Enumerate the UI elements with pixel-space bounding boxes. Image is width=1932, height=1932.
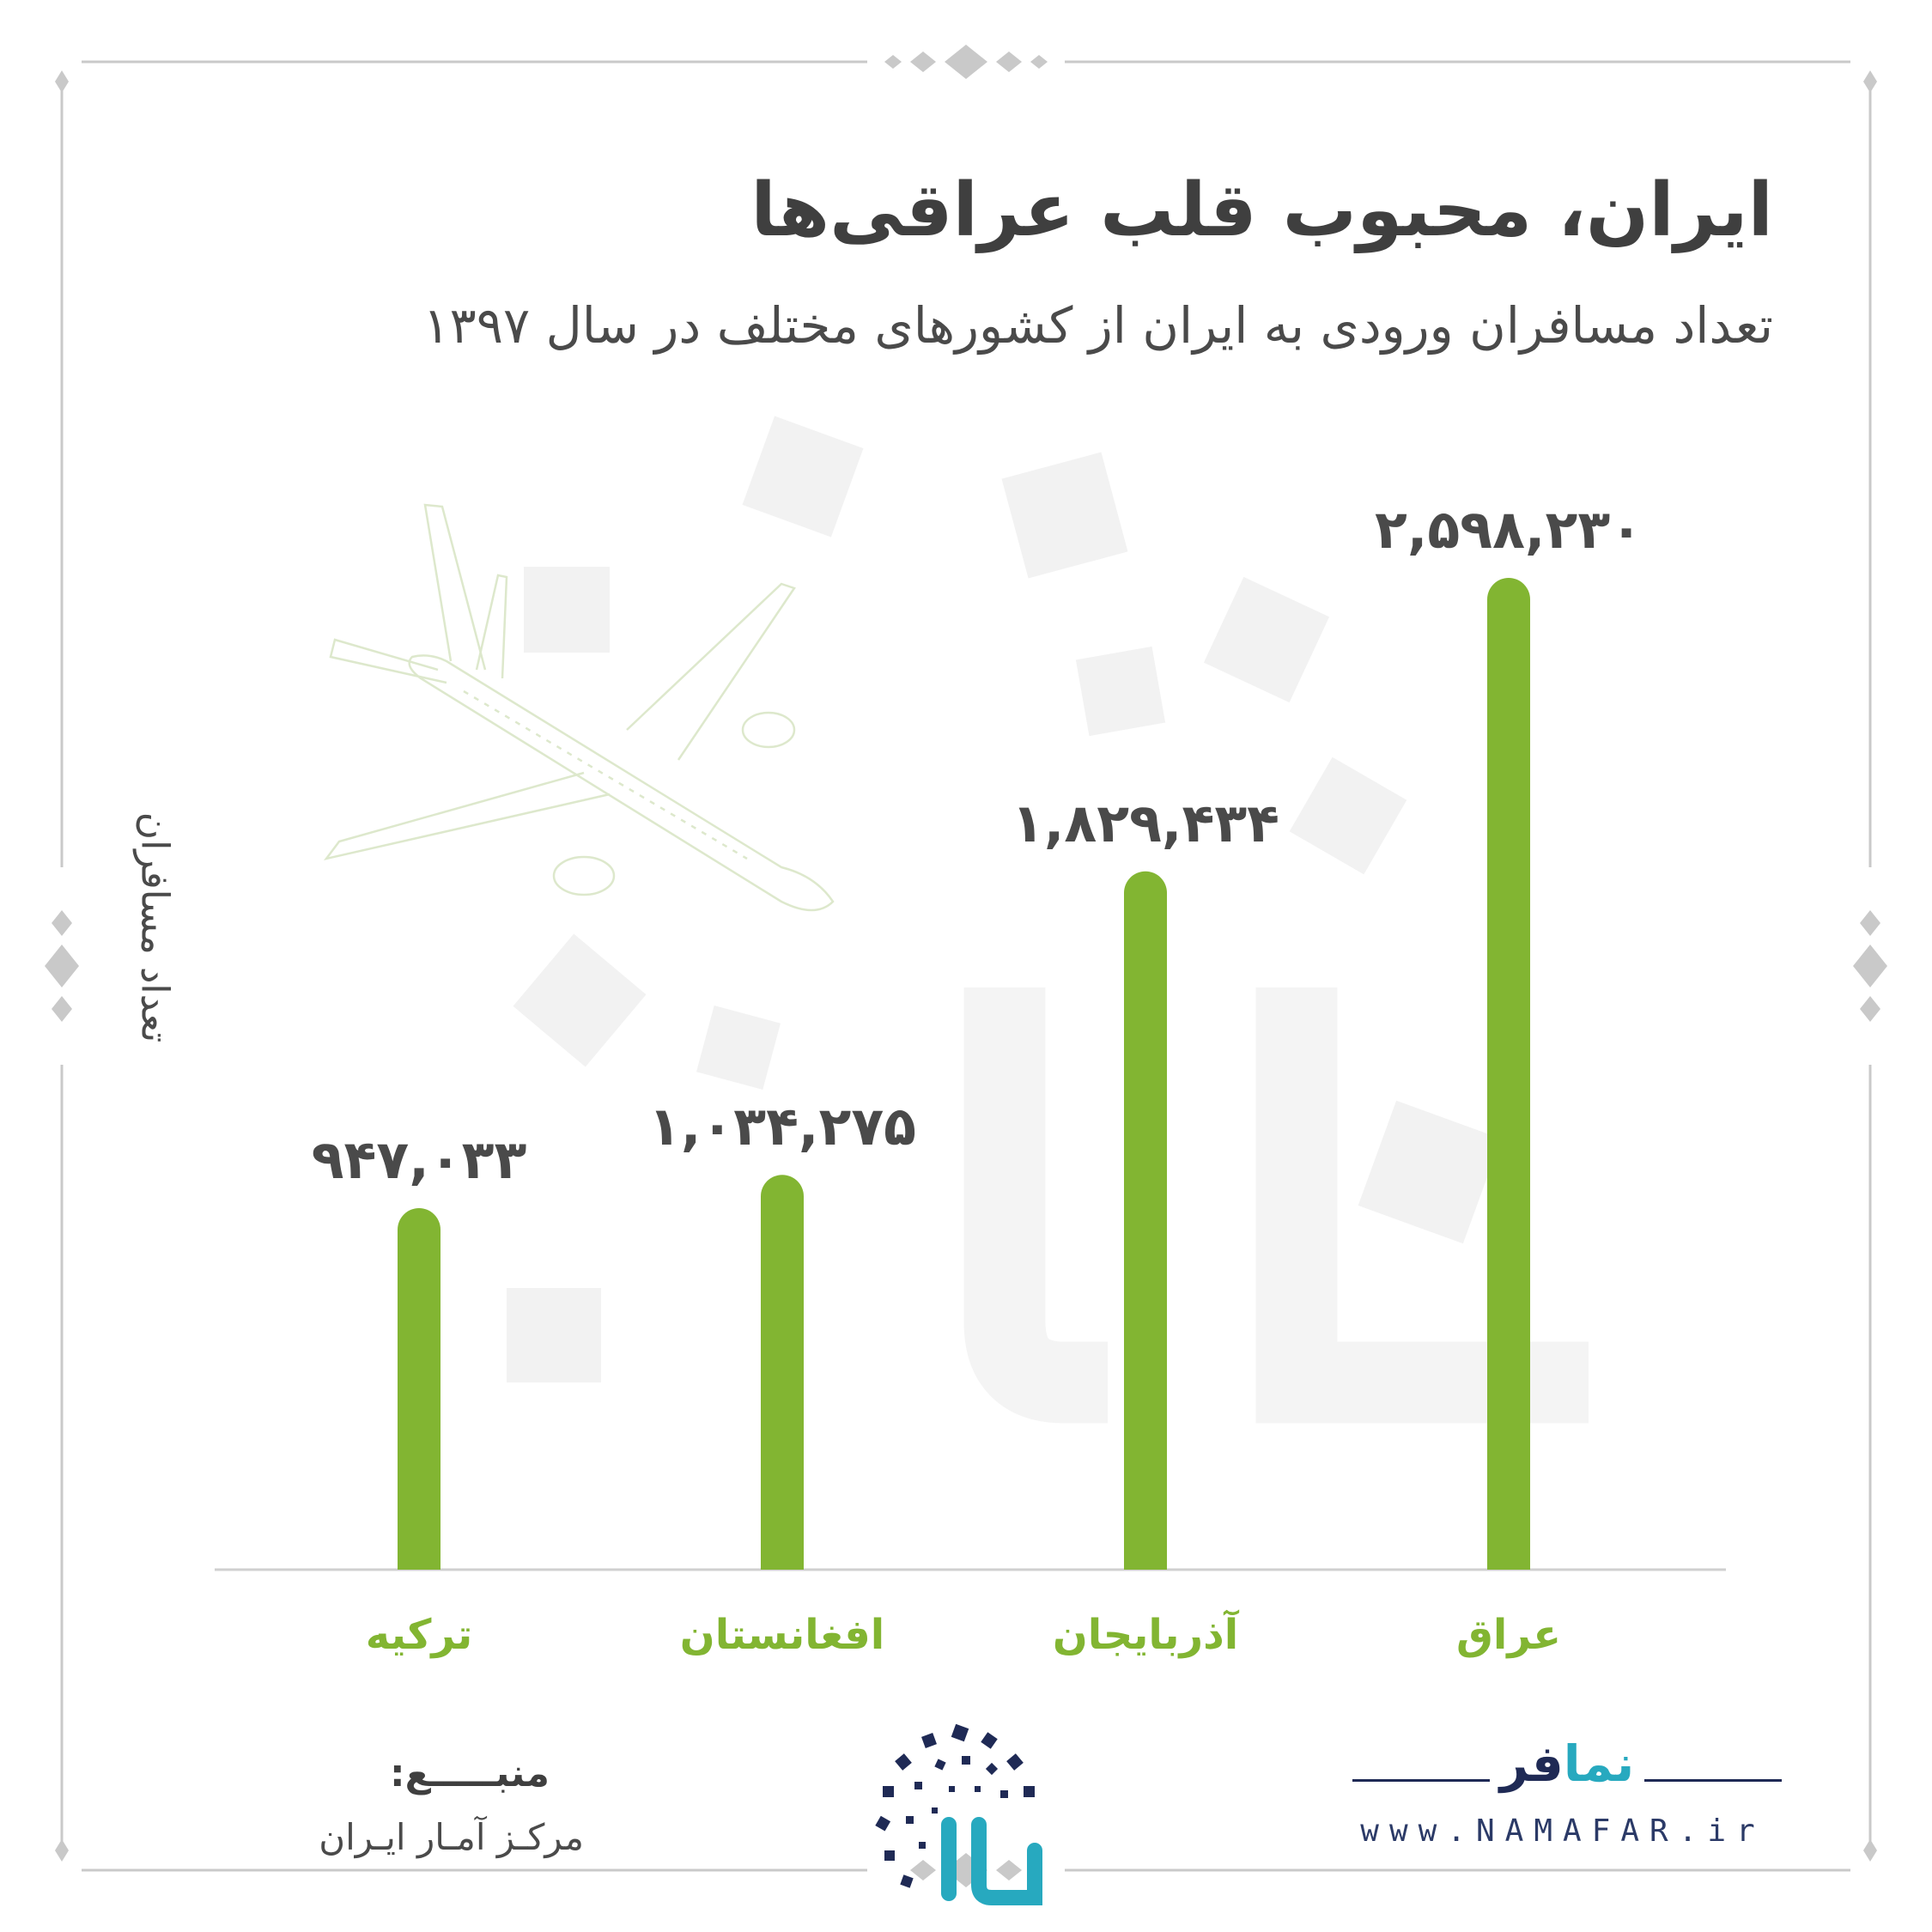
category-label: آذربایجان	[1053, 1609, 1240, 1659]
source-value: مرکـز آمـار ایـران	[319, 1816, 584, 1858]
value-label: ۲,۵۹۸,۲۳۰	[1375, 498, 1643, 561]
source-label: منبـــــع:	[389, 1752, 550, 1795]
category-label: عراق	[1456, 1611, 1561, 1659]
namafar-emblem-icon	[875, 1723, 1042, 1905]
value-label: ۹۴۷,۰۳۳	[312, 1128, 527, 1191]
category-label: ترکیه	[366, 1611, 473, 1659]
brand-line-left	[1352, 1779, 1490, 1782]
page-subtitle: تعداد مسافران ورودی به ایران از کشورهای …	[422, 296, 1773, 355]
bar	[1487, 578, 1530, 1570]
brand-line-right	[1644, 1779, 1782, 1782]
value-label: ۱,۰۳۴,۲۷۵	[648, 1095, 916, 1157]
brand-url: www.NAMAFAR.ir	[1360, 1814, 1765, 1849]
brand-logo: نمافر	[1494, 1735, 1640, 1793]
brand-logo-na: نما	[1563, 1735, 1635, 1793]
value-label: ۱,۸۲۹,۴۳۴	[1012, 792, 1279, 854]
page-title: ایران، محبوب قلب عراقی‌ها	[750, 167, 1773, 253]
bar	[1124, 871, 1167, 1570]
bar	[761, 1175, 804, 1570]
category-label: افغانستان	[680, 1611, 884, 1659]
bar	[398, 1208, 440, 1570]
brand-logo-far: فر	[1499, 1735, 1564, 1793]
airplane-icon	[323, 503, 835, 912]
